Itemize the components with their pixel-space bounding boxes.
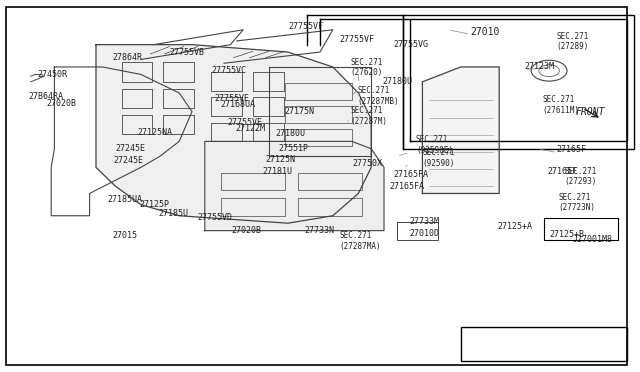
Text: 27755VE: 27755VE [227,118,262,127]
Bar [221,173,285,190]
Bar [253,97,284,116]
Text: 27165FA: 27165FA [389,182,424,190]
Bar [285,129,352,146]
Text: 27755VC: 27755VC [211,66,246,75]
Bar [163,62,194,82]
Text: J27001M8: J27001M8 [573,235,613,244]
Bar [122,89,152,108]
Text: 27755VE: 27755VE [214,94,250,103]
Text: 27755VF: 27755VF [339,35,374,44]
Text: 27185U: 27185U [159,209,189,218]
Text: 27755VD: 27755VD [197,213,232,222]
Bar [211,72,242,91]
Text: 27864R: 27864R [112,53,142,62]
Text: 27010D: 27010D [410,229,440,238]
Polygon shape [205,141,384,231]
Text: FRONT: FRONT [576,107,605,116]
Text: 27750X: 27750X [352,159,382,168]
Text: 27125P: 27125P [140,200,170,209]
Text: SEC.271
(27287M): SEC.271 (27287M) [351,106,388,126]
Text: SEC.271
(27289): SEC.271 (27289) [557,32,589,51]
Text: 27125NA: 27125NA [138,128,173,137]
Bar [253,72,284,91]
Bar [461,327,627,361]
Text: 27125+A: 27125+A [498,222,533,231]
Text: SEC.271
(27723N): SEC.271 (27723N) [558,193,595,212]
Text: 27551P: 27551P [278,144,308,153]
Polygon shape [422,67,499,193]
Text: 27125N: 27125N [266,155,296,164]
Text: 27B64RA: 27B64RA [29,92,64,101]
Text: SEC.271
(27293): SEC.271 (27293) [564,167,597,186]
Text: 27165F: 27165F [547,167,577,176]
Text: SEC.271
(27287MA): SEC.271 (27287MA) [339,231,381,251]
Text: 27180U: 27180U [275,129,305,138]
Bar [122,115,152,134]
Text: 27020B: 27020B [46,99,76,108]
Bar [298,173,362,190]
Bar [397,222,438,240]
Text: 27125+B: 27125+B [549,230,584,239]
Text: 27755VF: 27755VF [288,22,323,31]
Bar [211,97,242,116]
Text: SEC.271
(92590): SEC.271 (92590) [422,148,455,168]
Bar [285,106,352,123]
Text: 27733M: 27733M [410,217,440,226]
Text: 27450R: 27450R [37,70,67,79]
Bar [122,62,152,82]
Text: 27015: 27015 [112,231,137,240]
Bar [298,198,362,216]
Text: 27020B: 27020B [232,226,262,235]
Text: 27245E: 27245E [114,156,144,165]
Text: 27123M: 27123M [525,62,555,71]
Polygon shape [96,45,371,223]
Text: 27165F: 27165F [557,145,587,154]
Text: 27168UA: 27168UA [221,100,256,109]
Text: 27181U: 27181U [262,167,292,176]
Text: 27733N: 27733N [304,226,334,235]
Bar [163,89,194,108]
Bar [211,123,242,141]
Text: SEC.271
(92590E): SEC.271 (92590E) [416,135,453,155]
Bar [253,123,284,141]
Bar [163,115,194,134]
Text: 27122M: 27122M [236,124,266,133]
Text: 27175N: 27175N [285,107,315,116]
Bar [285,83,352,100]
Text: 27180U: 27180U [383,77,413,86]
Bar [221,198,285,216]
Text: SEC.271
(27611M): SEC.271 (27611M) [543,95,580,115]
Text: 27245E: 27245E [115,144,145,153]
Text: 27010: 27010 [470,27,500,36]
Text: SEC.271
(27620): SEC.271 (27620) [351,58,383,77]
Text: 27755VG: 27755VG [394,40,429,49]
Text: 27165FA: 27165FA [394,170,429,179]
Bar [544,218,618,240]
Text: 27755VB: 27755VB [170,48,205,57]
Text: SEC.271
(27287MB): SEC.271 (27287MB) [357,86,399,106]
Bar [403,15,634,149]
Text: 27185UA: 27185UA [108,195,143,203]
